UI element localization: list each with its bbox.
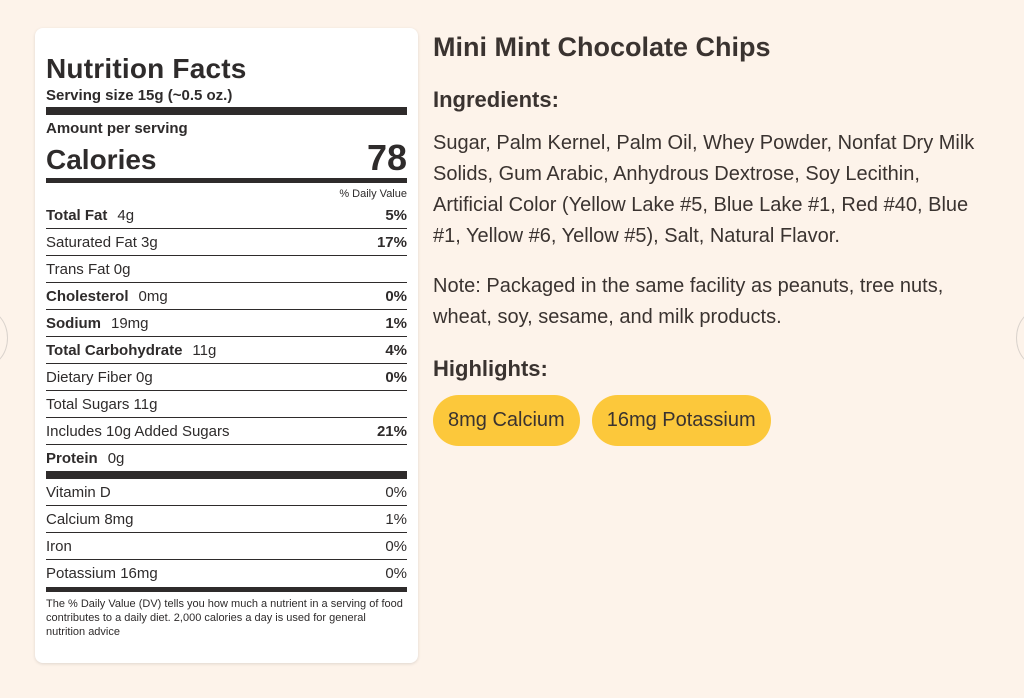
nutrient-label: Cholesterol	[46, 287, 129, 305]
nutrient-label: Total Carbohydrate	[46, 341, 183, 359]
vitamin-row: Potassium 16mg 0%	[46, 560, 407, 587]
nutrient-name: Protein 0g	[46, 450, 124, 467]
vitamin-daily-value: 0%	[385, 565, 407, 582]
allergen-note: Note: Packaged in the same facility as p…	[433, 275, 944, 328]
vitamin-row: Calcium 8mg 1%	[46, 506, 407, 533]
nutrient-daily-value: 0%	[385, 287, 407, 305]
vitamin-name: Potassium 16mg	[46, 565, 158, 582]
highlights-heading: Highlights:	[433, 356, 548, 381]
vitamin-name: Vitamin D	[46, 483, 111, 501]
nutrient-daily-value: 17%	[376, 233, 407, 251]
nutrient-row: Total Fat 4g 5%	[46, 202, 407, 229]
nutrient-label: Protein	[46, 450, 98, 467]
nutrient-name: Dietary Fiber 0g	[46, 368, 153, 386]
nutrient-name: Trans Fat 0g	[46, 260, 131, 278]
nutrient-name: Total Carbohydrate 11g	[46, 342, 216, 359]
nutrient-row: Sodium 19mg 1%	[46, 310, 407, 337]
nutrient-label: Sodium	[46, 314, 101, 332]
nutrient-row: Includes 10g Added Sugars 21%	[46, 418, 407, 445]
vitamin-daily-value: 1%	[385, 510, 407, 528]
nutrient-row: Trans Fat 0g	[46, 256, 407, 283]
nutrient-name: Sodium 19mg	[46, 315, 149, 332]
product-info: Mini Mint Chocolate Chips Ingredients: S…	[433, 30, 993, 446]
divider	[46, 471, 407, 479]
highlights-list: 8mg Calcium 16mg Potassium	[433, 395, 993, 446]
nutrient-name: Total Fat 4g	[46, 207, 134, 224]
daily-value-footnote: The % Daily Value (DV) tells you how muc…	[46, 598, 403, 638]
highlight-pill: 16mg Potassium	[591, 395, 771, 446]
calories-row: Calories 78	[46, 138, 407, 178]
vitamin-rows: Vitamin D 0% Calcium 8mg 1% Iron 0% Potassium …	[46, 479, 407, 587]
vitamin-row: Vitamin D 0%	[46, 479, 407, 506]
nutrient-amount: 0mg	[138, 287, 168, 305]
nutrition-facts-title: Nutrition Facts	[46, 53, 247, 84]
nutrient-row: Cholesterol 0mg 0%	[46, 283, 407, 310]
vitamin-daily-value: 0%	[385, 483, 407, 501]
highlight-pill: 8mg Calcium	[433, 395, 580, 446]
calories-value: 78	[366, 137, 407, 178]
nutrient-rows: Total Fat 4g 5% Saturated Fat 3g 17% Trans Fa…	[46, 202, 407, 472]
nutrient-daily-value: 5%	[385, 206, 407, 224]
nutrient-daily-value: 4%	[385, 341, 407, 359]
nutrient-label: Total Fat	[46, 206, 108, 224]
vitamin-daily-value: 0%	[385, 537, 407, 555]
nutrient-name: Total Sugars 11g	[46, 395, 158, 413]
nutrient-amount: 11g	[192, 341, 217, 359]
daily-value-header: % Daily Value	[339, 188, 407, 200]
nutrient-row: Saturated Fat 3g 17%	[46, 229, 407, 256]
nutrient-amount: 19mg	[111, 314, 149, 332]
carousel-next-button[interactable]	[1016, 310, 1024, 366]
divider	[46, 587, 407, 592]
nutrient-daily-value: 1%	[385, 314, 407, 332]
nutrient-amount: 0g	[107, 450, 125, 467]
amount-per-serving: Amount per serving	[46, 120, 188, 137]
ingredients-text: Sugar, Palm Kernel, Palm Oil, Whey Powde…	[433, 132, 975, 247]
nutrient-row: Total Carbohydrate 11g 4%	[46, 337, 407, 364]
nutrient-amount: 4g	[117, 206, 135, 224]
nutrition-facts-panel: Nutrition Facts Serving size 15g (~0.5 o…	[35, 28, 418, 663]
divider	[46, 107, 407, 115]
vitamin-row: Iron 0%	[46, 533, 407, 560]
nutrient-row: Total Sugars 11g	[46, 391, 407, 418]
nutrient-daily-value: 21%	[376, 422, 407, 440]
nutrient-name: Includes 10g Added Sugars	[46, 422, 230, 440]
nutrient-name: Cholesterol 0mg	[46, 288, 168, 305]
nutrient-daily-value: 0%	[385, 368, 407, 386]
calories-label: Calories	[46, 144, 157, 175]
divider	[46, 178, 407, 183]
nutrient-name: Saturated Fat 3g	[46, 233, 158, 251]
serving-size: Serving size 15g (~0.5 oz.)	[46, 87, 233, 104]
ingredients-heading: Ingredients:	[433, 87, 559, 112]
carousel-prev-button[interactable]	[0, 310, 8, 366]
product-title: Mini Mint Chocolate Chips	[433, 32, 771, 62]
vitamin-name: Calcium 8mg	[46, 510, 134, 528]
nutrient-row: Protein 0g	[46, 445, 407, 472]
nutrient-row: Dietary Fiber 0g 0%	[46, 364, 407, 391]
vitamin-name: Iron	[46, 537, 72, 555]
